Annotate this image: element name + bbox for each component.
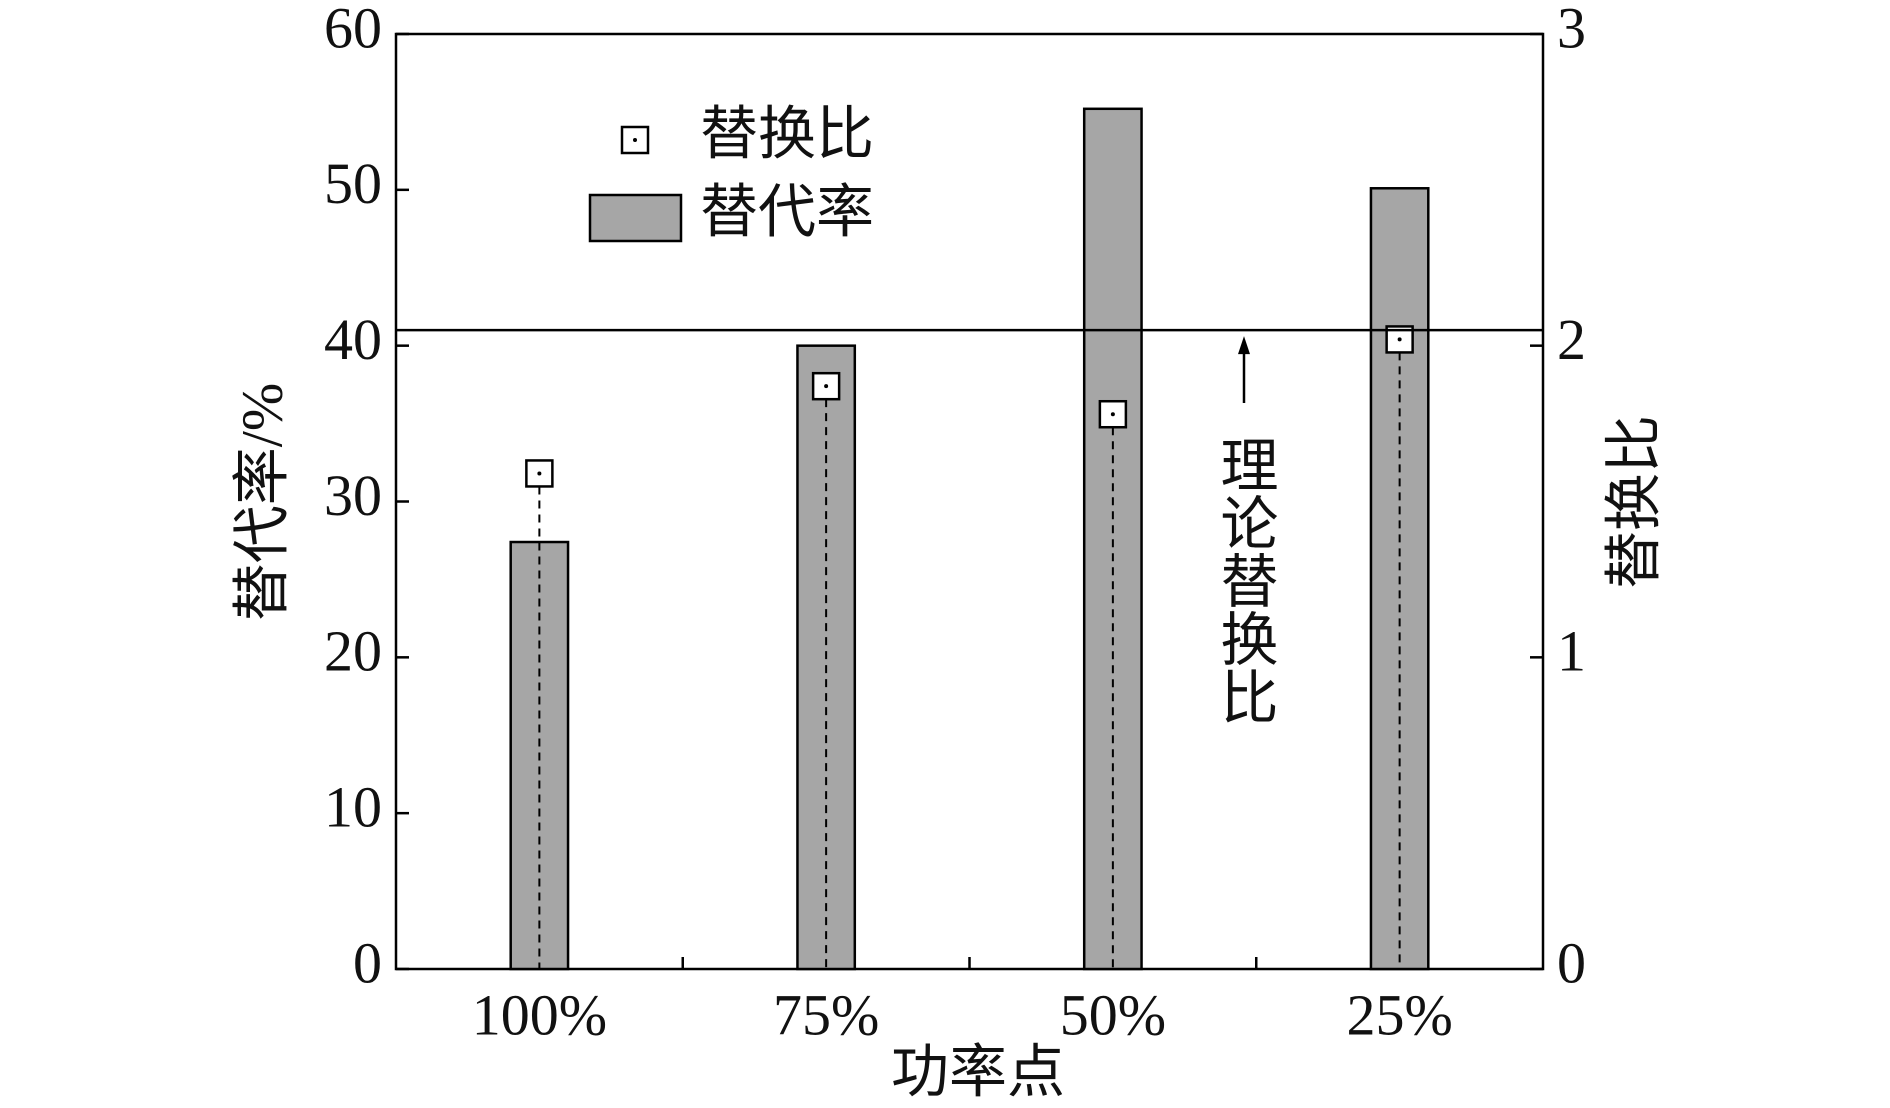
marker-dot (824, 384, 829, 389)
x-axis-label: 功率点 (891, 1039, 1065, 1104)
x-tick-label: 75% (773, 982, 879, 1047)
y-tick-label: 0 (353, 930, 382, 995)
x-tick-label: 100% (472, 982, 607, 1047)
legend-label: 替换比 (700, 101, 874, 166)
y-tick-label: 50 (324, 151, 382, 216)
legend-label: 替代率 (700, 179, 874, 244)
y2-tick-label: 0 (1557, 930, 1586, 995)
x-tick-label: 50% (1060, 982, 1166, 1047)
marker-dot (1110, 412, 1115, 417)
y-tick-label: 30 (324, 463, 382, 528)
legend-marker (620, 125, 650, 155)
y-tick-label: 10 (324, 774, 382, 839)
legend-swatch (588, 193, 683, 243)
y2-axis-label: 替换比 (1601, 415, 1666, 589)
y2-tick-label: 2 (1557, 307, 1586, 372)
annotation-arrow-head (1238, 336, 1250, 355)
y-tick-label: 40 (324, 307, 382, 372)
marker-dot (1397, 337, 1402, 342)
x-tick-label: 25% (1346, 982, 1452, 1047)
y-tick-label: 60 (324, 0, 382, 60)
legend-marker-dot (633, 138, 637, 142)
y2-tick-label: 3 (1557, 0, 1586, 60)
y-tick-label: 20 (324, 619, 382, 684)
annotation: 理论替换比 (1212, 435, 1277, 725)
y-axis-label: 替代率/% (229, 383, 294, 621)
marker-dot (537, 471, 542, 476)
y2-tick-label: 1 (1557, 619, 1586, 684)
